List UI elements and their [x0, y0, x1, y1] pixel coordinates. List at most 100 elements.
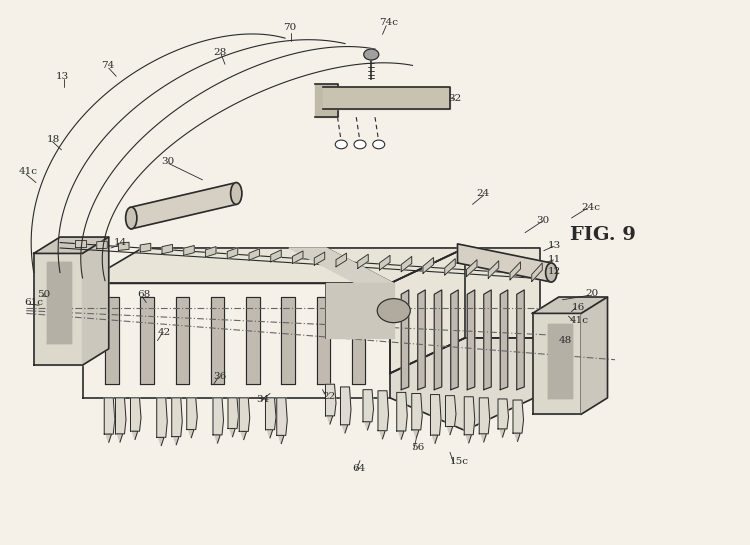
- Polygon shape: [249, 249, 259, 261]
- Polygon shape: [352, 297, 365, 384]
- Polygon shape: [446, 396, 456, 428]
- Polygon shape: [401, 290, 409, 390]
- Ellipse shape: [545, 263, 556, 282]
- Polygon shape: [481, 437, 487, 445]
- Polygon shape: [239, 398, 250, 434]
- Polygon shape: [271, 250, 281, 262]
- Polygon shape: [82, 248, 465, 283]
- Text: 16: 16: [572, 302, 585, 312]
- Polygon shape: [532, 263, 542, 281]
- Text: 56: 56: [411, 443, 424, 452]
- Polygon shape: [157, 398, 167, 432]
- Polygon shape: [104, 398, 115, 436]
- Polygon shape: [458, 244, 551, 282]
- Polygon shape: [445, 259, 455, 275]
- Text: 13: 13: [56, 72, 70, 81]
- Text: 28: 28: [214, 47, 227, 57]
- Polygon shape: [173, 432, 179, 440]
- Polygon shape: [267, 435, 273, 443]
- Text: 64: 64: [352, 464, 366, 474]
- Polygon shape: [390, 338, 540, 431]
- Polygon shape: [466, 432, 472, 440]
- Polygon shape: [289, 248, 394, 283]
- Polygon shape: [364, 424, 370, 432]
- Polygon shape: [467, 290, 475, 390]
- Text: 74: 74: [101, 61, 115, 70]
- Polygon shape: [158, 432, 164, 440]
- Polygon shape: [513, 400, 523, 435]
- Polygon shape: [418, 290, 425, 390]
- Polygon shape: [277, 398, 287, 432]
- Polygon shape: [314, 252, 325, 265]
- Polygon shape: [116, 398, 126, 430]
- Polygon shape: [390, 248, 465, 373]
- Polygon shape: [434, 290, 442, 390]
- Polygon shape: [82, 237, 109, 365]
- Circle shape: [364, 49, 379, 60]
- Polygon shape: [500, 290, 508, 390]
- Polygon shape: [97, 241, 107, 249]
- Polygon shape: [517, 290, 524, 390]
- Text: 34: 34: [256, 395, 270, 404]
- Polygon shape: [117, 430, 123, 438]
- Polygon shape: [412, 393, 422, 430]
- Polygon shape: [34, 253, 82, 365]
- Text: 48: 48: [559, 336, 572, 346]
- Polygon shape: [213, 398, 223, 437]
- Polygon shape: [464, 397, 475, 432]
- Polygon shape: [211, 297, 224, 384]
- Polygon shape: [184, 246, 194, 255]
- Polygon shape: [423, 258, 433, 274]
- Polygon shape: [510, 262, 520, 280]
- Polygon shape: [322, 87, 450, 109]
- Text: 15c: 15c: [450, 457, 469, 467]
- Polygon shape: [140, 297, 154, 384]
- Polygon shape: [466, 259, 477, 277]
- Polygon shape: [34, 237, 109, 253]
- Polygon shape: [176, 297, 189, 384]
- Polygon shape: [140, 244, 151, 252]
- Polygon shape: [397, 392, 407, 423]
- Text: 61c: 61c: [24, 298, 43, 307]
- Text: 68: 68: [137, 290, 151, 299]
- Polygon shape: [380, 256, 390, 270]
- Polygon shape: [378, 391, 388, 426]
- Text: 50: 50: [38, 290, 51, 299]
- Text: FIG. 9: FIG. 9: [570, 226, 636, 244]
- Polygon shape: [187, 398, 197, 428]
- Polygon shape: [380, 426, 386, 434]
- Polygon shape: [106, 436, 112, 444]
- Ellipse shape: [125, 207, 136, 229]
- Text: 12: 12: [548, 267, 561, 276]
- Polygon shape: [488, 261, 499, 278]
- Circle shape: [354, 140, 366, 149]
- Polygon shape: [47, 262, 71, 343]
- Circle shape: [377, 299, 410, 323]
- Polygon shape: [514, 435, 520, 443]
- Text: 13: 13: [548, 241, 561, 250]
- Polygon shape: [130, 398, 141, 434]
- Polygon shape: [105, 297, 118, 384]
- Text: 20: 20: [585, 289, 598, 298]
- Polygon shape: [241, 434, 247, 443]
- Polygon shape: [363, 390, 374, 424]
- Polygon shape: [548, 324, 572, 398]
- Polygon shape: [246, 297, 259, 384]
- Text: 42: 42: [158, 328, 171, 337]
- Polygon shape: [266, 398, 276, 435]
- Polygon shape: [227, 247, 238, 259]
- Polygon shape: [326, 384, 336, 420]
- Polygon shape: [281, 297, 295, 384]
- Polygon shape: [358, 255, 368, 269]
- Polygon shape: [162, 245, 172, 253]
- Text: 30: 30: [536, 216, 550, 226]
- Polygon shape: [118, 243, 129, 251]
- Polygon shape: [228, 398, 238, 434]
- Polygon shape: [172, 398, 182, 432]
- Text: 22: 22: [322, 392, 336, 401]
- Polygon shape: [292, 251, 303, 263]
- Text: 41c: 41c: [19, 167, 38, 177]
- Polygon shape: [479, 398, 490, 437]
- Text: 32: 32: [448, 94, 462, 103]
- Text: 36: 36: [214, 372, 227, 381]
